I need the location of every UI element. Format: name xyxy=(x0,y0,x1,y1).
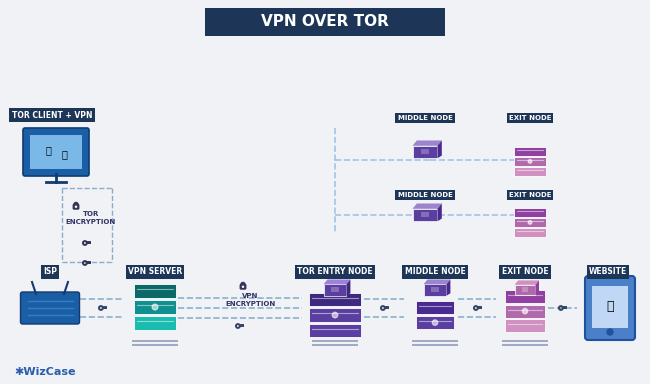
Circle shape xyxy=(523,308,528,314)
FancyBboxPatch shape xyxy=(416,316,454,329)
Polygon shape xyxy=(324,280,350,284)
FancyBboxPatch shape xyxy=(309,293,361,306)
Text: VPN SERVER: VPN SERVER xyxy=(128,268,182,276)
FancyBboxPatch shape xyxy=(134,284,176,298)
FancyBboxPatch shape xyxy=(309,324,361,337)
Polygon shape xyxy=(413,141,442,146)
FancyBboxPatch shape xyxy=(21,292,79,324)
FancyBboxPatch shape xyxy=(413,209,437,221)
FancyBboxPatch shape xyxy=(309,308,361,322)
Text: TOR
ENCRYPTION: TOR ENCRYPTION xyxy=(66,212,116,225)
Circle shape xyxy=(432,320,437,325)
FancyBboxPatch shape xyxy=(505,319,545,332)
Polygon shape xyxy=(536,280,539,295)
FancyBboxPatch shape xyxy=(134,316,176,330)
FancyBboxPatch shape xyxy=(592,286,628,328)
FancyBboxPatch shape xyxy=(421,149,429,154)
Text: MIDDLE NODE: MIDDLE NODE xyxy=(398,192,452,198)
FancyBboxPatch shape xyxy=(514,157,546,166)
Text: EXIT NODE: EXIT NODE xyxy=(502,268,549,276)
FancyBboxPatch shape xyxy=(505,290,545,303)
Circle shape xyxy=(528,220,532,224)
Text: EXIT NODE: EXIT NODE xyxy=(509,192,551,198)
Text: EXIT NODE: EXIT NODE xyxy=(509,115,551,121)
FancyBboxPatch shape xyxy=(30,135,82,169)
Text: TOR CLIENT + VPN: TOR CLIENT + VPN xyxy=(12,111,92,119)
Polygon shape xyxy=(346,280,350,296)
Circle shape xyxy=(528,160,532,163)
FancyBboxPatch shape xyxy=(413,146,437,158)
FancyBboxPatch shape xyxy=(522,287,528,292)
Circle shape xyxy=(332,312,338,318)
FancyBboxPatch shape xyxy=(514,147,546,156)
Polygon shape xyxy=(424,280,450,284)
Polygon shape xyxy=(413,204,442,209)
Polygon shape xyxy=(437,204,442,221)
Text: WEBSITE: WEBSITE xyxy=(589,268,627,276)
FancyBboxPatch shape xyxy=(332,287,339,292)
FancyBboxPatch shape xyxy=(421,212,429,217)
Text: 🛡: 🛡 xyxy=(61,149,67,159)
Text: MIDDLE NODE: MIDDLE NODE xyxy=(404,268,465,276)
FancyBboxPatch shape xyxy=(432,287,439,292)
Circle shape xyxy=(607,329,613,335)
FancyBboxPatch shape xyxy=(134,300,176,314)
FancyBboxPatch shape xyxy=(205,8,445,36)
Text: MIDDLE NODE: MIDDLE NODE xyxy=(398,115,452,121)
Text: 🍎: 🍎 xyxy=(45,145,51,155)
Text: ✱WizCase: ✱WizCase xyxy=(14,367,75,377)
FancyBboxPatch shape xyxy=(424,284,447,296)
Polygon shape xyxy=(515,280,539,285)
FancyBboxPatch shape xyxy=(416,301,454,314)
Polygon shape xyxy=(437,141,442,158)
FancyBboxPatch shape xyxy=(585,276,635,340)
Circle shape xyxy=(242,286,244,287)
FancyBboxPatch shape xyxy=(514,167,546,176)
FancyBboxPatch shape xyxy=(324,284,346,296)
Text: 🖼: 🖼 xyxy=(606,300,614,313)
Polygon shape xyxy=(447,280,450,296)
FancyBboxPatch shape xyxy=(73,204,79,210)
FancyBboxPatch shape xyxy=(505,305,545,318)
Circle shape xyxy=(75,206,77,207)
FancyBboxPatch shape xyxy=(514,218,546,227)
FancyBboxPatch shape xyxy=(514,228,546,237)
Text: TOR ENTRY NODE: TOR ENTRY NODE xyxy=(297,268,373,276)
FancyBboxPatch shape xyxy=(23,128,89,176)
Text: VPN
ENCRYPTION: VPN ENCRYPTION xyxy=(225,293,275,306)
FancyBboxPatch shape xyxy=(515,285,536,295)
FancyBboxPatch shape xyxy=(240,284,246,290)
FancyBboxPatch shape xyxy=(514,208,546,217)
Circle shape xyxy=(152,304,158,310)
Text: ISP: ISP xyxy=(43,268,57,276)
Text: VPN OVER TOR: VPN OVER TOR xyxy=(261,15,389,30)
